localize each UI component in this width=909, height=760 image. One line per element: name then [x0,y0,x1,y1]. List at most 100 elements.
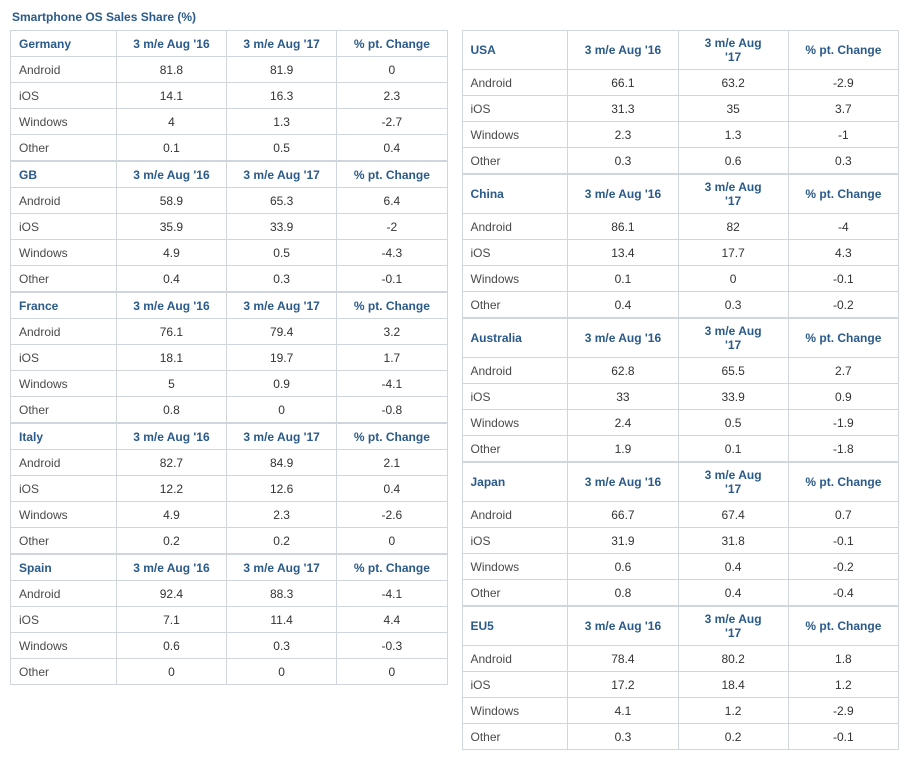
value-period17: 0.6 [678,148,788,174]
country-header: Japan [462,463,568,502]
os-label-cell: iOS [462,96,568,122]
col-header-change: % pt. Change [337,555,447,581]
col-header-period17: 3 m/e Aug'17 [678,463,788,502]
value-period17: 11.4 [227,607,337,633]
os-label-cell: Android [11,450,117,476]
value-change: -0.1 [788,724,898,750]
value-change: 0.7 [788,502,898,528]
table-row: Windows4.11.2-2.9 [462,698,899,724]
col-header-period17-line2: '17 [725,50,741,64]
value-period17: 12.6 [227,476,337,502]
os-label-cell: Other [11,659,117,685]
table-row: Android76.179.43.2 [11,319,448,345]
table-header-row: GB3 m/e Aug '163 m/e Aug '17% pt. Change [11,162,448,188]
value-period17: 0.4 [678,554,788,580]
value-period16: 5 [116,371,226,397]
os-label-cell: Android [11,319,117,345]
os-label-cell: Windows [462,266,568,292]
col-header-change: % pt. Change [337,293,447,319]
table-header-row: USA3 m/e Aug '163 m/e Aug'17% pt. Change [462,31,899,70]
table-row: iOS14.116.32.3 [11,83,448,109]
value-period17: 82 [678,214,788,240]
value-period16: 4 [116,109,226,135]
os-label-cell: Windows [462,554,568,580]
value-change: 2.3 [337,83,447,109]
col-header-change: % pt. Change [788,175,898,214]
value-period16: 0.2 [116,528,226,554]
country-header: Australia [462,319,568,358]
os-label-cell: Other [11,528,117,554]
value-period16: 18.1 [116,345,226,371]
value-period16: 0.8 [116,397,226,423]
value-period17: 0.4 [678,580,788,606]
value-change: -2.9 [788,698,898,724]
os-label-cell: Other [11,266,117,292]
value-period16: 12.2 [116,476,226,502]
value-period16: 0.1 [116,135,226,161]
value-period17: 0.2 [678,724,788,750]
value-period16: 82.7 [116,450,226,476]
col-header-period17: 3 m/e Aug '17 [227,293,337,319]
value-period17: 35 [678,96,788,122]
value-period16: 0.1 [568,266,678,292]
table-header-row: Italy3 m/e Aug '163 m/e Aug '17% pt. Cha… [11,424,448,450]
country-table: China3 m/e Aug '163 m/e Aug'17% pt. Chan… [462,174,900,318]
table-row: iOS17.218.41.2 [462,672,899,698]
value-change: 1.7 [337,345,447,371]
value-period17: 67.4 [678,502,788,528]
table-row: iOS31.931.8-0.1 [462,528,899,554]
value-period17: 79.4 [227,319,337,345]
value-change: 0 [337,528,447,554]
col-header-period17: 3 m/e Aug '17 [227,555,337,581]
table-row: iOS35.933.9-2 [11,214,448,240]
value-period16: 0.6 [116,633,226,659]
col-header-period16: 3 m/e Aug '16 [116,293,226,319]
table-row: Other0.80.4-0.4 [462,580,899,606]
value-period17: 1.3 [678,122,788,148]
table-row: Windows2.31.3-1 [462,122,899,148]
table-row: Android81.881.90 [11,57,448,83]
value-period16: 86.1 [568,214,678,240]
value-change: 2.7 [788,358,898,384]
value-period16: 17.2 [568,672,678,698]
os-label-cell: iOS [462,240,568,266]
os-label-cell: Windows [462,122,568,148]
left-column: Germany3 m/e Aug '163 m/e Aug '17% pt. C… [10,30,448,750]
country-table: France3 m/e Aug '163 m/e Aug '17% pt. Ch… [10,292,448,423]
value-change: -4.1 [337,581,447,607]
os-label-cell: iOS [11,83,117,109]
col-header-period16: 3 m/e Aug '16 [116,31,226,57]
value-period16: 58.9 [116,188,226,214]
value-period17: 33.9 [227,214,337,240]
value-change: -4.3 [337,240,447,266]
col-header-period17-line2: '17 [725,626,741,640]
os-label-cell: Android [462,70,568,96]
os-label-cell: Other [462,292,568,318]
col-header-period16: 3 m/e Aug '16 [116,424,226,450]
value-change: -0.1 [788,266,898,292]
value-period16: 92.4 [116,581,226,607]
os-label-cell: Android [11,188,117,214]
table-row: iOS7.111.44.4 [11,607,448,633]
col-header-period17: 3 m/e Aug '17 [227,31,337,57]
country-table: Australia3 m/e Aug '163 m/e Aug'17% pt. … [462,318,900,462]
table-row: Windows50.9-4.1 [11,371,448,397]
value-change: 0 [337,57,447,83]
value-change: 6.4 [337,188,447,214]
col-header-period16: 3 m/e Aug '16 [568,319,678,358]
value-change: -0.2 [788,554,898,580]
value-period17: 31.8 [678,528,788,554]
country-header: Germany [11,31,117,57]
value-period16: 0.4 [116,266,226,292]
value-period16: 31.9 [568,528,678,554]
table-row: Android82.784.92.1 [11,450,448,476]
os-label-cell: Windows [11,633,117,659]
table-row: Other1.90.1-1.8 [462,436,899,462]
os-label-cell: Windows [11,371,117,397]
value-period17: 65.3 [227,188,337,214]
right-column: USA3 m/e Aug '163 m/e Aug'17% pt. Change… [462,30,900,750]
table-row: Other000 [11,659,448,685]
value-change: 2.1 [337,450,447,476]
value-change: -1 [788,122,898,148]
value-change: 0.4 [337,476,447,502]
